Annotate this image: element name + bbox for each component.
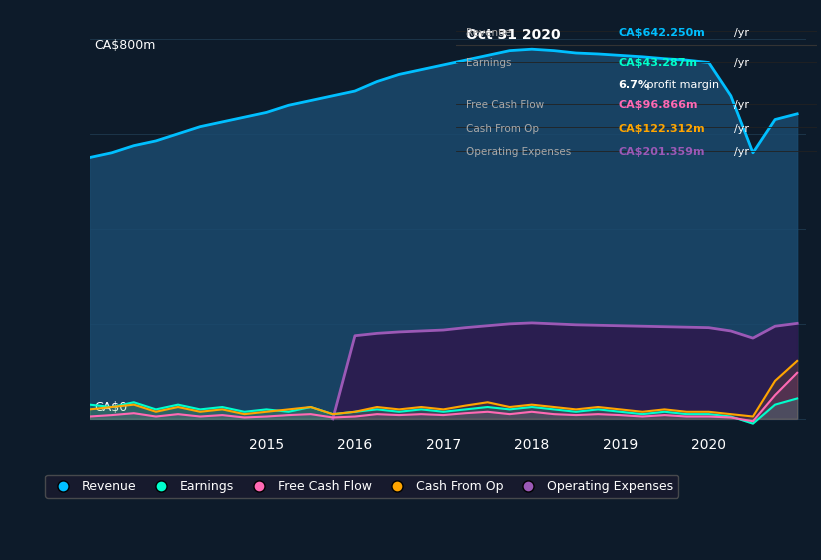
Text: CA$96.866m: CA$96.866m <box>618 100 698 110</box>
Text: Operating Expenses: Operating Expenses <box>466 147 571 157</box>
Text: Oct 31 2020: Oct 31 2020 <box>466 28 561 42</box>
Text: CA$43.287m: CA$43.287m <box>618 58 697 68</box>
Text: profit margin: profit margin <box>644 80 720 90</box>
Text: /yr: /yr <box>734 100 749 110</box>
Text: Revenue: Revenue <box>466 28 511 38</box>
Text: /yr: /yr <box>734 28 749 38</box>
Text: /yr: /yr <box>734 147 749 157</box>
Text: Earnings: Earnings <box>466 58 512 68</box>
Text: CA$122.312m: CA$122.312m <box>618 124 705 134</box>
Text: /yr: /yr <box>734 58 749 68</box>
Text: Free Cash Flow: Free Cash Flow <box>466 100 544 110</box>
Text: Cash From Op: Cash From Op <box>466 124 539 134</box>
Legend: Revenue, Earnings, Free Cash Flow, Cash From Op, Operating Expenses: Revenue, Earnings, Free Cash Flow, Cash … <box>45 475 678 498</box>
Text: CA$201.359m: CA$201.359m <box>618 147 704 157</box>
Text: 6.7%: 6.7% <box>618 80 649 90</box>
Text: CA$800m: CA$800m <box>94 39 155 52</box>
Text: CA$642.250m: CA$642.250m <box>618 28 705 38</box>
Text: /yr: /yr <box>734 124 749 134</box>
Text: CA$0: CA$0 <box>94 401 127 414</box>
